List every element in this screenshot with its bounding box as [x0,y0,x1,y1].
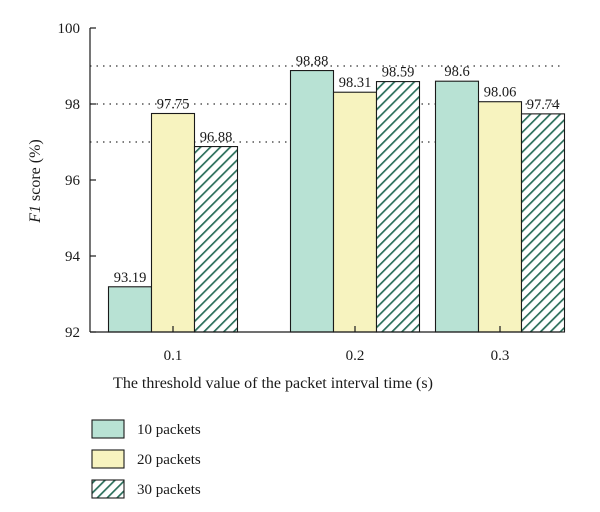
y-axis-title-f1: F1 [27,205,44,224]
data-label: 98.31 [339,75,372,91]
data-label: 97.75 [157,97,190,113]
x-tick-label: 0.2 [346,348,365,364]
legend: 10 packets 20 packets 30 packets [91,419,201,499]
x-tick-label: 0.3 [491,348,510,364]
data-label: 93.19 [114,270,147,286]
x-axis-title: The threshold value of the packet interv… [113,375,433,392]
y-tick-label: 96 [65,173,81,189]
y-tick-label: 94 [65,249,81,265]
bar [477,101,523,333]
bars [107,70,566,333]
legend-label: 10 packets [137,422,201,438]
bar [332,91,378,333]
data-label: 97.74 [527,97,560,113]
bar [289,70,335,333]
bar [150,112,196,333]
bar [375,81,421,333]
data-label: 98.06 [484,85,517,101]
y-tick-label: 92 [65,325,80,341]
bar [434,80,480,333]
legend-swatch [91,419,125,439]
data-label: 96.88 [200,130,233,146]
y-axis-title: F1 score (%) [27,139,44,224]
bar [107,286,153,333]
bar [193,146,239,333]
y-ticks: 92 94 96 98 100 [58,21,96,341]
legend-swatch [91,449,125,469]
data-label: 98.59 [382,65,415,81]
data-labels: 93.19 97.75 96.88 98.88 98.31 98.59 98.6 98.06 9… [114,54,560,286]
data-label: 98.88 [296,54,329,70]
y-tick-label: 98 [65,97,80,113]
bar [520,113,566,333]
x-tick-label: 0.1 [164,348,183,364]
legend-label: 20 packets [137,452,201,468]
y-tick-label: 100 [58,21,81,37]
y-axis-title-rest: score (%) [27,139,44,205]
legend-swatch [91,479,125,499]
data-label: 98.6 [444,64,469,80]
legend-label: 30 packets [137,482,201,498]
x-ticks: 0.1 0.2 0.3 [164,326,510,364]
